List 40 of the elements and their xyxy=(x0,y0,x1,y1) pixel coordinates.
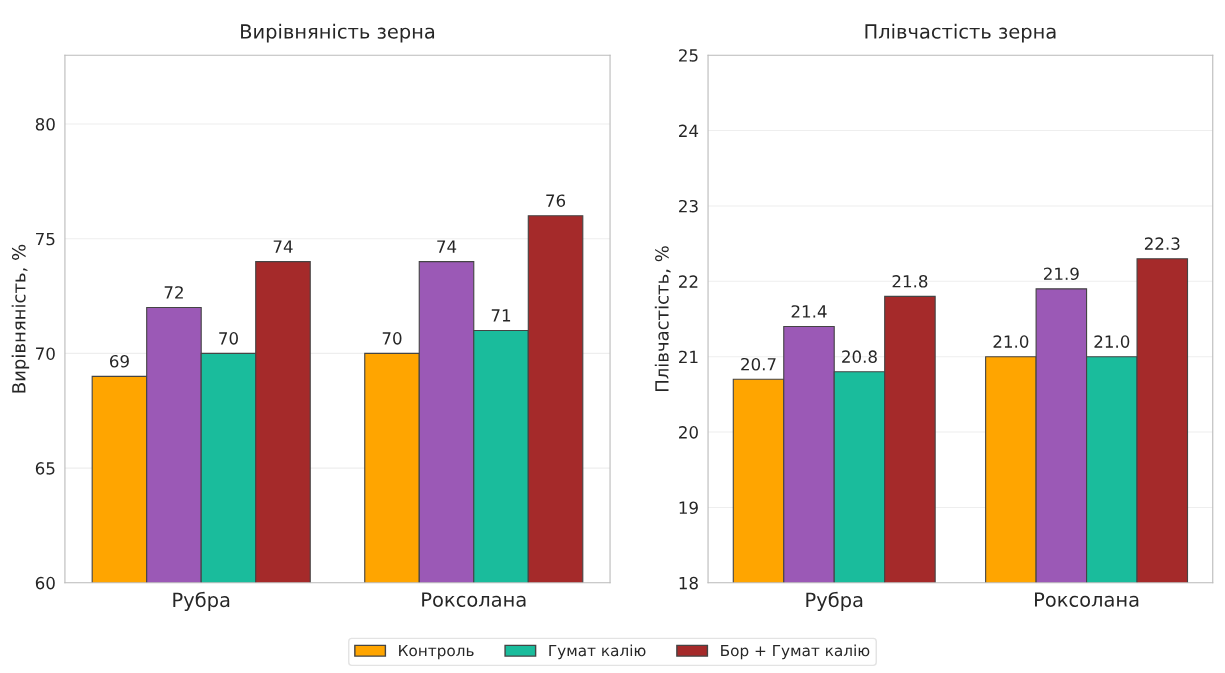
data-label: 72 xyxy=(164,286,183,299)
data-label: 21.8 xyxy=(892,275,928,288)
legend-label: Бор + Гумат калію xyxy=(721,644,870,660)
legend-label: Контроль xyxy=(399,644,474,660)
x-tick-label: Роксолана xyxy=(422,592,526,607)
y-tick-label: 25 xyxy=(679,49,698,62)
x-tick-label: Роксолана xyxy=(1035,592,1139,607)
y-tick-label: 18 xyxy=(679,576,698,590)
y-tick-label: 75 xyxy=(36,232,55,246)
y-tick-label: 80 xyxy=(35,117,55,131)
y-tick-label: 19 xyxy=(679,501,698,515)
data-label: 74 xyxy=(437,240,457,253)
chart-title: Плівчастість зерна xyxy=(865,23,1056,43)
x-tick-label: Рубра xyxy=(173,591,230,611)
data-label: 20.8 xyxy=(842,350,877,363)
data-label: 21.0 xyxy=(993,335,1029,348)
data-label: 20.7 xyxy=(741,357,776,371)
data-label: 71 xyxy=(491,309,511,322)
y-tick-label: 21 xyxy=(679,350,698,364)
data-label: 70 xyxy=(219,332,238,345)
data-label: 21.9 xyxy=(1044,267,1079,281)
data-label: 76 xyxy=(546,194,566,207)
data-label: 69 xyxy=(110,354,129,368)
y-tick-label: 65 xyxy=(35,462,55,475)
chart-title: Вирівняність зерна xyxy=(241,23,435,43)
data-label: 74 xyxy=(273,240,293,253)
y-tick-label: 23 xyxy=(679,199,698,213)
legend-label: Гумат калію xyxy=(549,644,646,660)
data-label: 22.3 xyxy=(1144,237,1180,250)
y-tick-label: 20 xyxy=(679,426,698,439)
y-tick-label: 22 xyxy=(679,275,698,288)
data-label: 70 xyxy=(382,332,402,345)
y-axis-title: Плівчастість, % xyxy=(654,246,671,392)
x-tick-label: Рубра xyxy=(806,591,863,611)
y-tick-label: 60 xyxy=(35,576,55,590)
data-label: 21.4 xyxy=(791,305,827,318)
data-label: 21.0 xyxy=(1094,335,1130,348)
y-tick-label: 24 xyxy=(679,124,699,137)
y-axis-title: Вирівняність, % xyxy=(11,244,30,393)
y-tick-label: 70 xyxy=(36,347,55,360)
